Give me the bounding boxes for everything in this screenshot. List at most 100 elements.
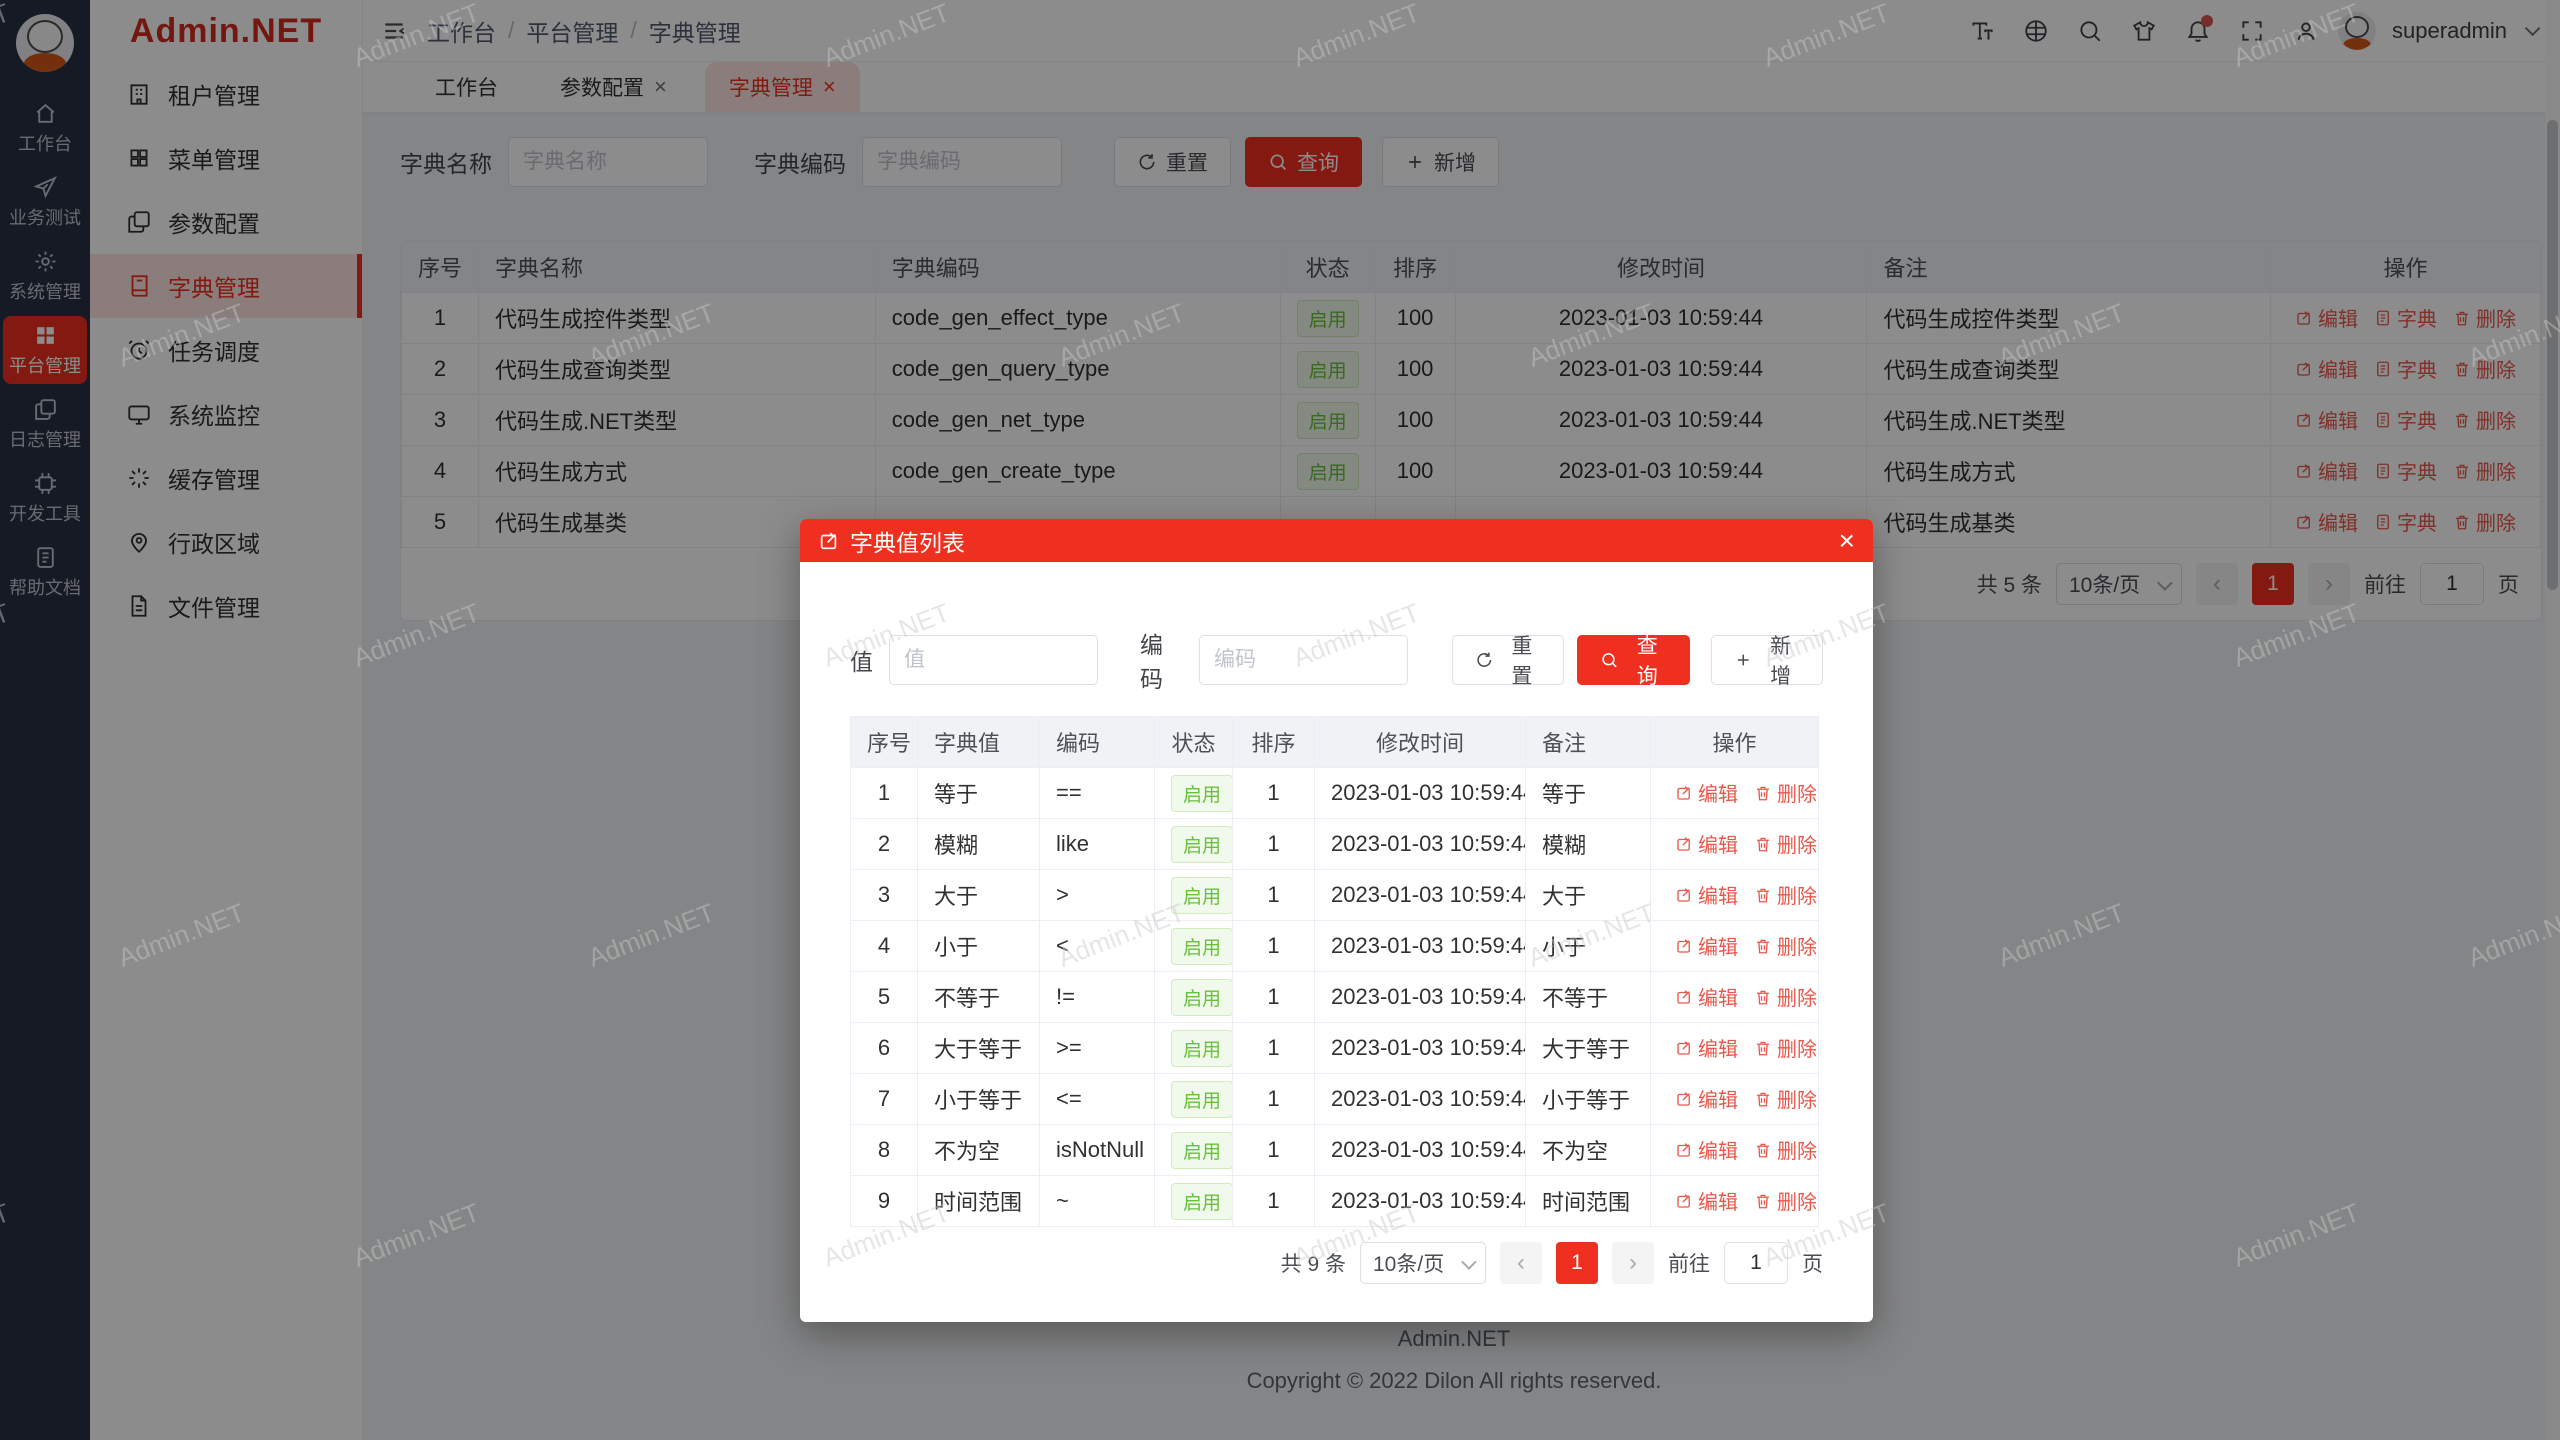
prev-page-button[interactable]: ‹ [2196,563,2238,605]
cell-time: 2023-01-03 10:59:44 [1314,818,1526,870]
edit-action[interactable]: 编辑 [1675,778,1738,807]
edit-action[interactable]: 编辑 [2295,507,2358,536]
goto-page-input[interactable] [1724,1242,1788,1284]
rail-item-5[interactable]: 日志管理 [3,390,87,458]
rail-item-2[interactable]: 业务测试 [3,168,87,236]
edit-action[interactable]: 编辑 [1675,1135,1738,1164]
search-button[interactable]: 查询 [1245,137,1362,187]
delete-action[interactable]: 删除 [1754,1033,1817,1062]
code-input[interactable] [1198,635,1408,685]
tab-1[interactable]: 工作台 [435,77,498,100]
delete-action[interactable]: 删除 [1754,1186,1817,1215]
notification-icon[interactable] [2176,9,2220,53]
rail-item-1[interactable]: 工作台 [3,94,87,162]
rail-item-4[interactable]: 平台管理 [3,316,87,384]
font-size-icon[interactable] [1960,9,2004,53]
modal-add-button[interactable]: 新增 [1710,635,1824,688]
edit-action[interactable]: 编辑 [1675,982,1738,1011]
delete-action[interactable]: 删除 [1754,880,1817,909]
sidebar-item-3[interactable]: 参数配置 [90,190,362,254]
plus-icon [1737,654,1749,666]
collapse-menu-icon[interactable] [381,18,407,44]
fullscreen-icon[interactable] [2230,9,2274,53]
sidebar-item-6[interactable]: 系统监控 [90,382,362,446]
sidebar-item-2[interactable]: 菜单管理 [90,126,362,190]
dict-code-input[interactable] [862,137,1062,187]
sidebar-item-5[interactable]: 任务调度 [90,318,362,382]
rail-item-3[interactable]: 系统管理 [3,242,87,310]
delete-action[interactable]: 删除 [2453,456,2516,485]
delete-action[interactable]: 删除 [1754,931,1817,960]
page-number-button[interactable]: 1 [2252,563,2294,605]
next-page-button[interactable]: › [2308,563,2350,605]
edit-action[interactable]: 编辑 [1675,880,1738,909]
breadcrumb-item-1[interactable]: 工作台 [427,19,496,46]
trash-icon [1754,1039,1772,1057]
page-size-select[interactable]: 10条/页 [1360,1242,1486,1284]
edit-action[interactable]: 编辑 [1675,829,1738,858]
user-avatar[interactable] [2338,11,2377,50]
sidebar-item-9[interactable]: 文件管理 [90,574,362,638]
breadcrumb-item-2[interactable]: 平台管理 [526,19,619,46]
scrollbar-thumb[interactable] [2547,120,2558,590]
status-badge: 启用 [1171,825,1232,863]
dict-action[interactable]: 字典 [2374,456,2437,485]
delete-action[interactable]: 删除 [1754,778,1817,807]
next-page-button[interactable]: › [1612,1242,1654,1284]
edit-action[interactable]: 编辑 [2295,456,2358,485]
breadcrumb-item-3[interactable]: 字典管理 [648,19,741,46]
dict-action[interactable]: 字典 [2374,507,2437,536]
edit-action[interactable]: 编辑 [2295,303,2358,332]
delete-action[interactable]: 删除 [2453,303,2516,332]
trash-icon [1754,1141,1772,1159]
user-icon[interactable] [2284,9,2328,53]
tab-close-icon[interactable]: × [822,74,836,99]
edit-action[interactable]: 编辑 [1675,1084,1738,1113]
scrollbar-track[interactable] [2545,0,2560,1440]
close-icon[interactable]: × [1838,524,1855,556]
edit-action[interactable]: 编辑 [1675,931,1738,960]
search-icon[interactable] [2068,9,2112,53]
rail-item-7[interactable]: 帮助文档 [3,538,87,606]
page-number-button[interactable]: 1 [1556,1242,1598,1284]
theme-icon[interactable] [2122,9,2166,53]
edit-action[interactable]: 编辑 [1675,1033,1738,1062]
table-row: 1 等于 == 启用 1 2023-01-03 10:59:44 等于 编辑 删除 [850,767,1819,819]
tab-2[interactable]: 参数配置 × [560,74,667,101]
sidebar-item-1[interactable]: 租户管理 [90,62,362,126]
dict-name-input[interactable] [508,137,708,187]
delete-action[interactable]: 删除 [1754,1084,1817,1113]
delete-action[interactable]: 删除 [1754,1135,1817,1164]
goto-page-input[interactable] [2420,563,2484,605]
tab-close-icon[interactable]: × [654,74,667,99]
add-button[interactable]: 新增 [1382,137,1499,187]
modal-search-button[interactable]: 查询 [1577,635,1690,688]
modal-reset-button[interactable]: 重置 [1451,635,1565,688]
dict-action[interactable]: 字典 [2374,354,2437,383]
rail-item-6[interactable]: 开发工具 [3,464,87,532]
page-size-select[interactable]: 10条/页 [2056,563,2182,605]
edit-action[interactable]: 编辑 [1675,1186,1738,1215]
delete-action[interactable]: 删除 [1754,982,1817,1011]
prev-page-button[interactable]: ‹ [1500,1242,1542,1284]
edit-action[interactable]: 编辑 [2295,405,2358,434]
value-input[interactable] [889,635,1098,685]
delete-action[interactable]: 删除 [2453,507,2516,536]
delete-action[interactable]: 删除 [2453,354,2516,383]
language-icon[interactable] [2014,9,2058,53]
delete-action[interactable]: 删除 [2453,405,2516,434]
sidebar-item-8[interactable]: 行政区域 [90,510,362,574]
dict-action[interactable]: 字典 [2374,405,2437,434]
column-header: 备注 [1525,716,1651,768]
username[interactable]: superadmin [2392,17,2507,43]
sidebar-item-7[interactable]: 缓存管理 [90,446,362,510]
table-row: 9 时间范围 ~ 启用 1 2023-01-03 10:59:44 时间范围 编辑 删除 [850,1175,1819,1227]
status-badge: 启用 [1296,350,1359,388]
status-badge: 启用 [1171,876,1232,914]
reset-button[interactable]: 重置 [1114,137,1231,187]
tab-3[interactable]: 字典管理 × [704,62,860,112]
edit-action[interactable]: 编辑 [2295,354,2358,383]
delete-action[interactable]: 删除 [1754,829,1817,858]
sidebar-item-4[interactable]: 字典管理 [90,254,362,318]
dict-action[interactable]: 字典 [2374,303,2437,332]
